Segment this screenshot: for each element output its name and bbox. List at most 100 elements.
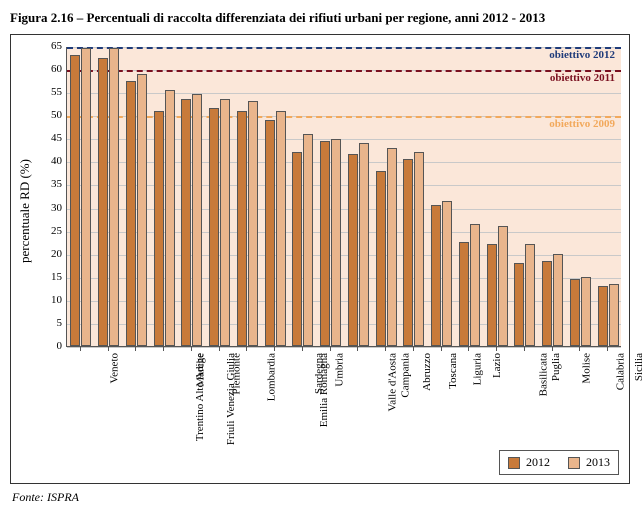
bar <box>553 254 563 346</box>
y-tick-label: 60 <box>38 63 62 75</box>
x-tick-label: Valle d'Aosta <box>386 353 398 412</box>
bar <box>209 108 219 346</box>
bar <box>414 152 424 346</box>
bar <box>292 152 302 346</box>
y-tick-label: 10 <box>38 294 62 306</box>
legend: 2012 2013 <box>499 450 619 475</box>
gridline <box>67 324 621 325</box>
y-tick-label: 25 <box>38 225 62 237</box>
gridline <box>67 185 621 186</box>
bar <box>403 159 413 346</box>
bar <box>498 226 508 346</box>
objective-label: obiettivo 2012 <box>547 49 617 61</box>
x-tick-mark <box>219 347 220 351</box>
x-tick-label: Lazio <box>491 353 503 378</box>
x-tick-label: Piemonte <box>230 353 242 395</box>
x-tick-mark <box>135 347 136 351</box>
bar <box>70 55 80 346</box>
bar <box>431 205 441 346</box>
x-tick-mark <box>579 347 580 351</box>
bar <box>220 99 230 346</box>
x-tick-label: Abruzzo <box>421 353 433 391</box>
x-tick-label: Toscana <box>447 353 459 389</box>
x-tick-label: Basilicata <box>538 353 550 396</box>
bar <box>470 224 480 346</box>
x-tick-label: Campania <box>400 353 412 398</box>
x-tick-mark <box>163 347 164 351</box>
bar <box>154 111 164 346</box>
x-tick-mark <box>357 347 358 351</box>
bar <box>192 94 202 346</box>
bar <box>581 277 591 346</box>
gridline <box>67 209 621 210</box>
y-tick-label: 20 <box>38 248 62 260</box>
bar <box>442 201 452 346</box>
y-tick-label: 65 <box>38 40 62 52</box>
legend-swatch-2012 <box>508 457 520 469</box>
chart-frame: percentuale RD (%) obiettivo 2012obietti… <box>10 34 630 484</box>
x-tick-label: Molise <box>580 353 592 384</box>
bar <box>514 263 524 346</box>
y-tick-label: 45 <box>38 132 62 144</box>
x-tick-mark <box>385 347 386 351</box>
bar <box>248 101 258 346</box>
x-tick-mark <box>607 347 608 351</box>
x-tick-mark <box>496 347 497 351</box>
gridline <box>67 255 621 256</box>
bar <box>459 242 469 346</box>
objective-line <box>67 70 621 72</box>
bar <box>542 261 552 346</box>
gridline <box>67 347 621 348</box>
bar <box>570 279 580 346</box>
bar <box>126 81 136 346</box>
gridline <box>67 232 621 233</box>
x-tick-mark <box>191 347 192 351</box>
objective-label: obiettivo 2009 <box>547 118 617 130</box>
bar <box>181 99 191 346</box>
x-tick-label: Umbria <box>333 353 345 387</box>
bar <box>265 120 275 346</box>
bar <box>525 244 535 346</box>
x-tick-mark <box>246 347 247 351</box>
bar <box>303 134 313 346</box>
bar <box>348 154 358 346</box>
objective-line <box>67 47 621 49</box>
y-tick-label: 5 <box>38 317 62 329</box>
bar <box>237 111 247 346</box>
bar <box>165 90 175 346</box>
x-tick-mark <box>413 347 414 351</box>
x-tick-mark <box>80 347 81 351</box>
objective-line <box>67 116 621 118</box>
bar <box>331 139 341 346</box>
bar <box>276 111 286 346</box>
y-axis-label: percentuale RD (%) <box>17 159 33 263</box>
bar <box>387 148 397 346</box>
legend-item-2013: 2013 <box>568 455 610 470</box>
bar <box>598 286 608 346</box>
x-tick-mark <box>108 347 109 351</box>
x-tick-label: Lombardia <box>265 353 277 401</box>
figure-title: Figura 2.16 – Percentuali di raccolta di… <box>10 10 632 26</box>
y-tick-label: 35 <box>38 178 62 190</box>
bar <box>137 74 147 346</box>
bar <box>81 48 91 346</box>
x-tick-mark <box>524 347 525 351</box>
x-tick-mark <box>274 347 275 351</box>
figure-source: Fonte: ISPRA <box>12 490 632 505</box>
bar <box>487 244 497 346</box>
x-tick-mark <box>330 347 331 351</box>
y-tick-label: 55 <box>38 86 62 98</box>
y-tick-label: 40 <box>38 155 62 167</box>
x-tick-label: Liguria <box>471 353 483 385</box>
bar <box>98 58 108 346</box>
plot-area: obiettivo 2012obiettivo 2011obiettivo 20… <box>66 47 621 347</box>
x-tick-mark <box>302 347 303 351</box>
bar <box>609 284 619 346</box>
legend-item-2012: 2012 <box>508 455 550 470</box>
gridline <box>67 139 621 140</box>
x-tick-label: Calabria <box>615 353 627 390</box>
y-tick-label: 0 <box>38 340 62 352</box>
bar <box>376 171 386 346</box>
y-tick-label: 15 <box>38 271 62 283</box>
bar <box>109 48 119 346</box>
